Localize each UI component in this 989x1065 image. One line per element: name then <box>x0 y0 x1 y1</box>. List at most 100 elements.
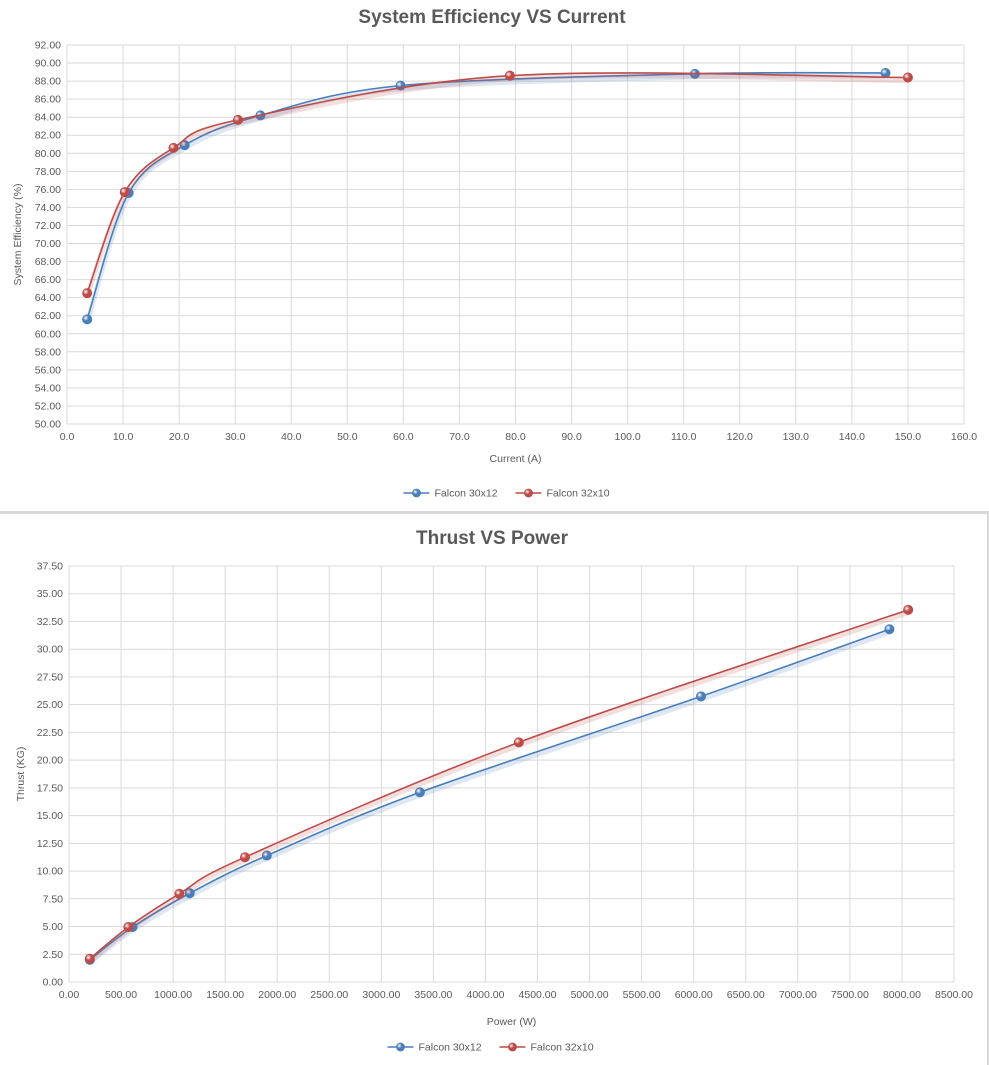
thrust-chart-panel: Thrust VS Power 0.00 2.50 5.00 7.50 10.00 12.5… <box>0 514 989 1065</box>
data-point-falcon-30x12 <box>82 314 93 325</box>
x-axis-label: Power (W) <box>487 1016 537 1028</box>
y-tick-label: 84.00 <box>35 112 61 124</box>
x-tick-label: 6000.00 <box>675 989 713 1001</box>
data-point-falcon-32x10 <box>902 72 913 83</box>
efficiency-chart-panel: System Efficiency VS Current 50.00 52.00 54… <box>0 0 989 512</box>
x-tick-label: 1000.00 <box>154 989 192 1001</box>
x-tick-label: 110.0 <box>671 431 697 443</box>
y-tick-label: 68.00 <box>35 256 61 268</box>
x-tick-label: 0.00 <box>59 989 80 1001</box>
y-tick-label: 78.00 <box>35 166 61 178</box>
y-tick-label: 5.00 <box>43 921 64 933</box>
x-tick-label: 10.0 <box>113 431 134 443</box>
y-tick-label: 60.00 <box>35 328 61 340</box>
series-line-falcon-32x10 <box>89 609 909 960</box>
x-tick-label: 7500.00 <box>831 989 869 1001</box>
y-tick-label: 2.50 <box>43 949 64 961</box>
x-tick-label: 1500.00 <box>206 989 244 1001</box>
x-tick-label: 90.0 <box>561 431 582 443</box>
y-tick-label: 20.00 <box>37 755 63 767</box>
x-tick-label: 7000.00 <box>779 989 817 1001</box>
x-tick-label: 60.0 <box>393 431 414 443</box>
y-tick-label: 82.00 <box>35 130 61 142</box>
data-point-falcon-32x10 <box>82 288 93 299</box>
data-point-falcon-32x10 <box>903 604 914 615</box>
y-axis-label: System Efficiency (%) <box>12 184 24 286</box>
data-point-falcon-32x10 <box>123 922 134 933</box>
x-tick-label: 70.0 <box>449 431 470 443</box>
x-tick-label: 5000.00 <box>571 989 609 1001</box>
y-tick-label: 50.00 <box>35 419 61 431</box>
data-point-falcon-30x12 <box>884 624 895 635</box>
x-tick-label: 80.0 <box>505 431 526 443</box>
y-tick-label: 76.00 <box>35 184 61 196</box>
x-tick-label: 30.0 <box>225 431 246 443</box>
legend-label: Falcon 30x12 <box>435 488 498 500</box>
legend-item-falcon-30x12: Falcon 30x12 <box>387 1042 482 1054</box>
y-tick-label: 7.50 <box>43 893 64 905</box>
legend-item-falcon-32x10: Falcon 32x10 <box>515 488 610 500</box>
x-tick-label: 2500.00 <box>310 989 348 1001</box>
series-line-shadow <box>88 629 891 965</box>
x-tick-label: 0.0 <box>60 431 75 443</box>
y-tick-label: 15.00 <box>37 810 63 822</box>
series-line-shadow <box>84 73 908 298</box>
y-tick-label: 88.00 <box>35 76 61 88</box>
y-tick-label: 72.00 <box>35 220 61 232</box>
data-point-falcon-30x12 <box>184 888 195 899</box>
x-tick-label: 5500.00 <box>623 989 661 1001</box>
y-tick-label: 62.00 <box>35 310 61 322</box>
data-point-falcon-32x10 <box>504 70 515 81</box>
y-tick-label: 80.00 <box>35 148 61 160</box>
y-tick-label: 86.00 <box>35 94 61 106</box>
data-point-falcon-32x10 <box>232 114 243 125</box>
legend-label: Falcon 30x12 <box>419 1042 482 1054</box>
legend-marker <box>524 488 533 498</box>
panel-border <box>987 512 989 1065</box>
thrust-chart: Thrust VS Power 0.00 2.50 5.00 7.50 10.00 12.5… <box>15 528 973 1054</box>
series-line-shadow <box>88 610 909 964</box>
y-tick-label: 58.00 <box>35 346 61 358</box>
y-tick-label: 37.50 <box>37 561 63 573</box>
y-tick-label: 52.00 <box>35 400 61 412</box>
y-tick-label: 22.50 <box>37 727 63 739</box>
legend-marker <box>412 488 421 498</box>
series-line-falcon-32x10 <box>86 72 908 294</box>
data-point-falcon-32x10 <box>174 888 185 899</box>
legend-item-falcon-30x12: Falcon 30x12 <box>403 488 498 500</box>
x-tick-label: 130.0 <box>783 431 809 443</box>
x-tick-label: 8000.00 <box>883 989 921 1001</box>
efficiency-chart: System Efficiency VS Current 50.00 52.00 54… <box>12 7 977 500</box>
y-tick-label: 70.00 <box>35 238 61 250</box>
chart-title: System Efficiency VS Current <box>358 7 626 28</box>
x-tick-label: 2000.00 <box>258 989 296 1001</box>
x-axis-label: Current (A) <box>490 453 542 465</box>
x-tick-label: 3000.00 <box>362 989 400 1001</box>
y-tick-label: 90.00 <box>35 58 61 70</box>
legend-marker <box>396 1042 405 1052</box>
x-tick-label: 8500.00 <box>935 989 973 1001</box>
y-tick-label: 74.00 <box>35 202 61 214</box>
x-tick-label: 4000.00 <box>466 989 504 1001</box>
x-tick-label: 150.0 <box>895 431 921 443</box>
data-point-falcon-30x12 <box>179 140 190 151</box>
y-tick-label: 32.50 <box>37 616 63 628</box>
x-tick-label: 120.0 <box>727 431 753 443</box>
x-tick-label: 100.0 <box>614 431 640 443</box>
data-point-falcon-30x12 <box>414 787 425 798</box>
legend-item-falcon-32x10: Falcon 32x10 <box>499 1042 594 1054</box>
x-tick-label: 20.0 <box>169 431 190 443</box>
x-tick-label: 500.00 <box>105 989 137 1001</box>
data-point-falcon-32x10 <box>239 852 250 863</box>
y-tick-label: 10.00 <box>37 866 63 878</box>
y-tick-label: 12.50 <box>37 838 63 850</box>
x-tick-label: 3500.00 <box>414 989 452 1001</box>
y-tick-label: 27.50 <box>37 671 63 683</box>
x-tick-label: 140.0 <box>839 431 865 443</box>
series-line-falcon-30x12 <box>89 628 890 961</box>
x-tick-label: 160.0 <box>951 431 977 443</box>
data-point-falcon-32x10 <box>513 737 524 748</box>
data-point-falcon-32x10 <box>119 187 130 198</box>
chart-title: Thrust VS Power <box>416 528 569 549</box>
y-tick-label: 64.00 <box>35 292 61 304</box>
